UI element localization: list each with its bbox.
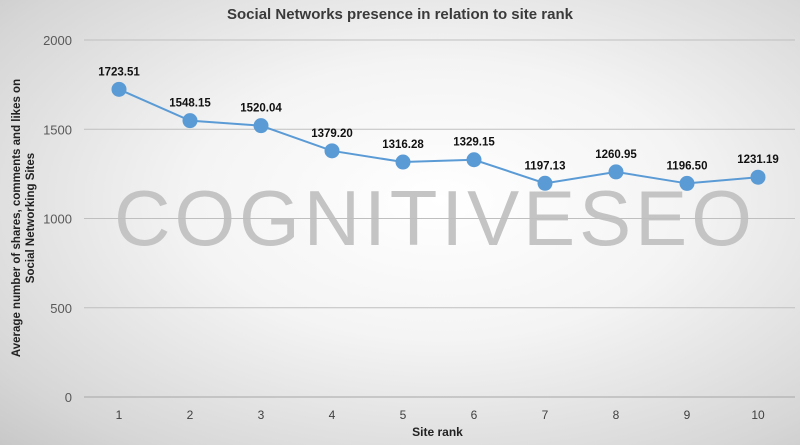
x-tick-label: 7: [542, 408, 549, 422]
x-tick-label: 9: [684, 408, 691, 422]
y-tick-label: 1500: [43, 122, 72, 137]
data-point: [608, 164, 624, 180]
data-label: 1329.15: [453, 137, 495, 149]
x-tick-label: 6: [471, 408, 478, 422]
y-tick-label: 2000: [43, 33, 72, 48]
data-point: [466, 152, 482, 168]
y-tick-label: 1000: [43, 212, 72, 227]
x-tick-label: 2: [187, 408, 194, 422]
data-label: 1520.04: [240, 103, 282, 115]
data-point: [395, 154, 411, 170]
x-tick-label: 10: [751, 408, 765, 422]
data-label: 1196.50: [667, 160, 708, 172]
x-tick-label: 8: [613, 408, 620, 422]
y-tick-label: 500: [50, 301, 72, 316]
data-label: 1723.51: [98, 66, 140, 78]
data-point: [537, 175, 553, 191]
data-label: 1316.28: [382, 139, 424, 151]
y-tick-label: 0: [65, 390, 72, 405]
data-label: 1379.20: [311, 128, 353, 140]
x-tick-label: 4: [329, 408, 336, 422]
data-point: [182, 113, 198, 129]
data-point: [253, 118, 269, 134]
x-tick-label: 3: [258, 408, 265, 422]
data-label: 1260.95: [595, 149, 637, 161]
data-point: [324, 143, 340, 159]
data-point: [750, 169, 766, 185]
x-tick-label: 1: [116, 408, 123, 422]
x-axis-label: Site rank: [412, 425, 463, 439]
y-axis-label: Average number of shares, comments and l…: [11, 78, 37, 358]
data-label: 1231.19: [737, 154, 779, 166]
series-line: [118, 88, 759, 185]
data-label: 1548.15: [169, 98, 211, 110]
data-point: [111, 81, 127, 97]
data-point: [679, 175, 695, 191]
data-label: 1197.13: [525, 160, 566, 172]
chart-title: Social Networks presence in relation to …: [227, 6, 573, 23]
x-tick-label: 5: [400, 408, 407, 422]
